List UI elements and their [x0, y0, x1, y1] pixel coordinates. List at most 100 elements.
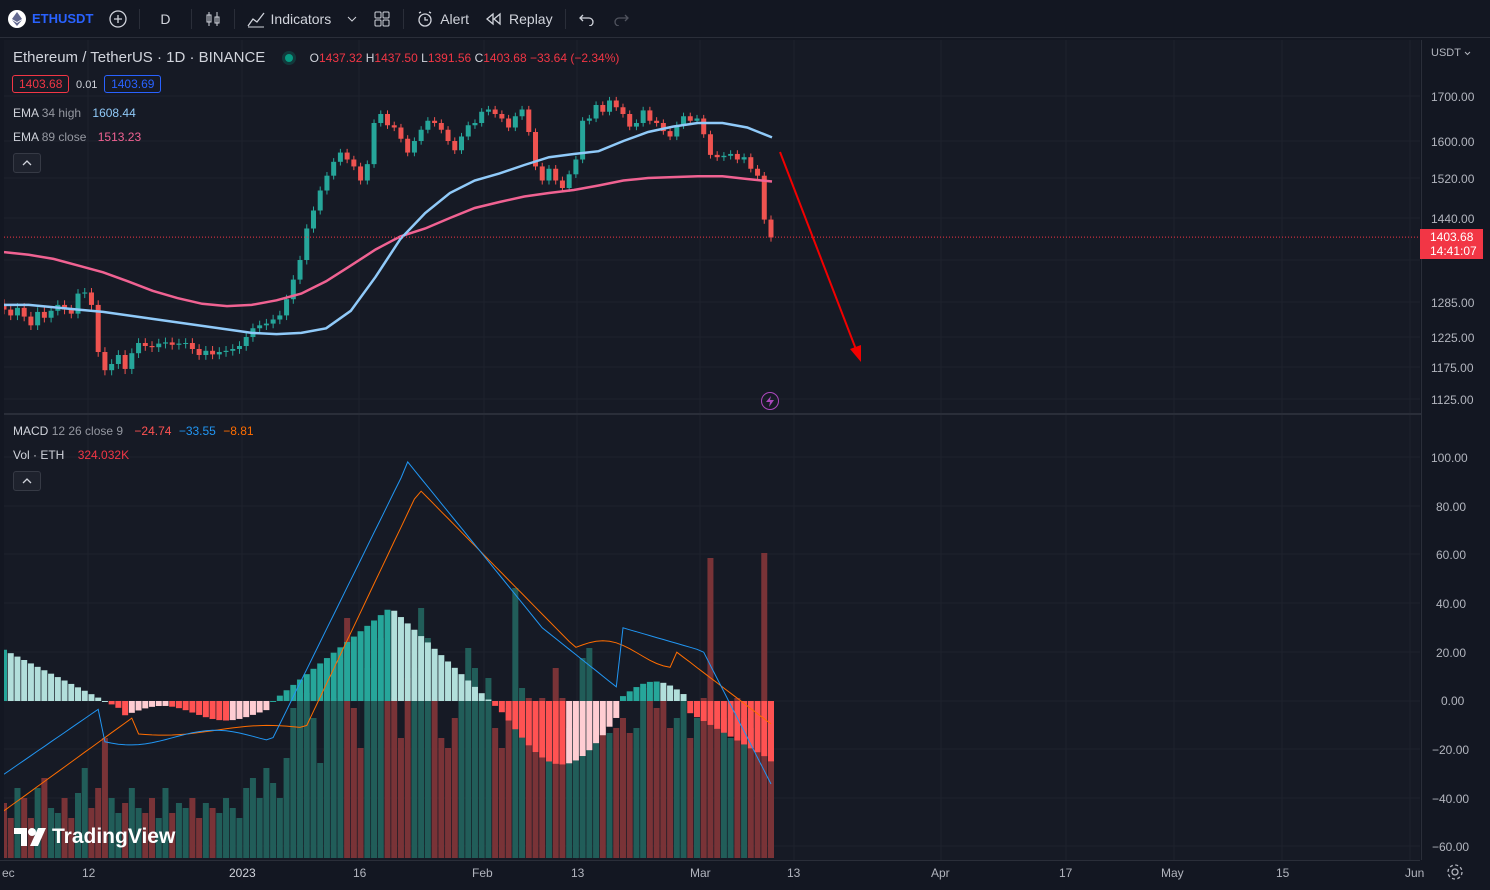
candle-body: [526, 109, 532, 132]
series-title: Ethereum / TetherUS · 1D · BINANCE: [13, 49, 266, 66]
macd-histogram-bar: [566, 701, 573, 764]
macd-histogram-bar: [142, 701, 149, 709]
macd-histogram-bar: [714, 701, 721, 729]
undo-icon: [578, 14, 594, 26]
ema34-legend[interactable]: EMA 34 high 1608.44: [13, 106, 136, 120]
candle-body: [236, 346, 242, 349]
time-label: 17: [1059, 866, 1073, 880]
volume-bar: [371, 688, 378, 858]
candle-body: [385, 114, 390, 126]
macd-histogram-bar: [175, 701, 182, 709]
candle-body: [21, 307, 27, 317]
macd-histogram-bar: [519, 701, 526, 738]
candle-body: [667, 131, 673, 137]
candle-body: [28, 316, 34, 326]
volume-bar: [626, 733, 633, 858]
volume-bar: [223, 798, 230, 858]
volume-legend[interactable]: Vol · ETH 324.032K: [13, 448, 130, 462]
volume-bar: [619, 718, 626, 858]
collapse-indicator-legend-button[interactable]: [13, 471, 41, 491]
macd-histogram-bar: [619, 696, 626, 701]
undo-button[interactable]: [570, 0, 604, 37]
volume-bar: [54, 813, 61, 858]
macd-histogram-bar: [128, 701, 135, 713]
macd-histogram-bar: [350, 636, 357, 701]
candle-body: [707, 134, 713, 155]
macd-axis-label: −60.00: [1432, 840, 1470, 854]
time-label: ec: [2, 866, 15, 880]
chart-canvas[interactable]: [1, 40, 1420, 860]
redo-icon: [613, 14, 629, 26]
volume-bar: [397, 738, 404, 858]
volume-bar: [236, 818, 243, 858]
macd-histogram-bar: [640, 683, 647, 701]
time-label: 12: [82, 866, 96, 880]
macd-histogram-bar: [761, 701, 768, 757]
volume-bar: [458, 678, 465, 858]
indicator-templates-button[interactable]: [339, 0, 365, 37]
candle-body: [243, 337, 249, 346]
macd-histogram-bar: [552, 701, 559, 764]
candle-body: [633, 123, 639, 127]
pane-separator[interactable]: [4, 413, 1490, 415]
candle-body: [284, 299, 290, 316]
candle-body: [714, 154, 720, 158]
alert-button[interactable]: Alert: [408, 0, 477, 37]
chart-type-button[interactable]: [196, 0, 230, 37]
layout-button[interactable]: [365, 0, 399, 37]
candle-body: [465, 125, 471, 137]
macd-histogram-bar: [613, 701, 620, 718]
interval-button[interactable]: D: [144, 0, 186, 37]
candle-body: [593, 105, 599, 119]
indicators-button[interactable]: Indicators: [239, 0, 340, 37]
symbol-search-button[interactable]: ETHUSDT: [0, 0, 101, 37]
volume-bar: [189, 798, 196, 858]
macd-axis-label: −40.00: [1432, 792, 1470, 806]
ema89-legend[interactable]: EMA 89 close 1513.23: [13, 130, 142, 144]
lightning-event-icon[interactable]: [761, 392, 779, 410]
time-label: Feb: [472, 866, 493, 880]
sell-button[interactable]: 1403.68: [12, 75, 70, 93]
alert-label: Alert: [440, 10, 470, 27]
macd-histogram-bar: [337, 647, 344, 701]
price-axis[interactable]: USDT 1700.00 1600.00 1520.00 1440.00 128…: [1421, 40, 1490, 860]
macd-histogram-bar: [579, 701, 586, 757]
compare-symbol-button[interactable]: [101, 0, 135, 37]
ema-34-line: [4, 121, 773, 336]
macd-histogram-bar: [471, 686, 478, 701]
time-axis[interactable]: ec 12 2023 16 Feb 13 Mar 13 Apr 17 May 1…: [0, 860, 1424, 890]
macd-histogram-bar: [424, 642, 431, 701]
volume-bar: [451, 718, 458, 858]
price-label: 1700.00: [1431, 90, 1475, 104]
candle-body: [189, 343, 195, 349]
volume-bar: [593, 718, 600, 858]
collapse-legend-button[interactable]: [13, 153, 41, 173]
market-status-dot: [285, 54, 294, 62]
volume-bar: [270, 783, 277, 858]
volume-bar: [95, 788, 102, 858]
redo-button[interactable]: [604, 0, 638, 37]
macd-histogram-bar: [115, 701, 122, 708]
volume-bar: [734, 698, 741, 858]
volume-bar: [391, 698, 398, 858]
buy-button[interactable]: 1403.69: [104, 75, 162, 93]
macd-histogram-bar: [243, 701, 250, 718]
currency-selector[interactable]: USDT: [1431, 47, 1471, 59]
candle-body: [263, 323, 269, 326]
volume-bar: [667, 728, 674, 858]
volume-bar: [498, 748, 505, 858]
candle-body: [512, 116, 518, 128]
replay-button[interactable]: Replay: [477, 0, 561, 37]
candle-body: [88, 292, 94, 305]
tradingview-logo-icon: [14, 828, 46, 846]
candle-body: [129, 353, 135, 369]
candle-body: [317, 190, 323, 211]
time-label: 2023: [229, 866, 256, 880]
macd-legend[interactable]: MACD 12 26 close 9 −24.74 −33.55 −8.81: [13, 424, 254, 438]
candle-body: [539, 166, 545, 181]
macd-histogram-bar: [741, 701, 748, 745]
volume-bar: [754, 708, 761, 858]
candle-body: [748, 157, 754, 169]
volume-bar: [572, 708, 579, 858]
chart-settings-button[interactable]: [1445, 862, 1465, 887]
